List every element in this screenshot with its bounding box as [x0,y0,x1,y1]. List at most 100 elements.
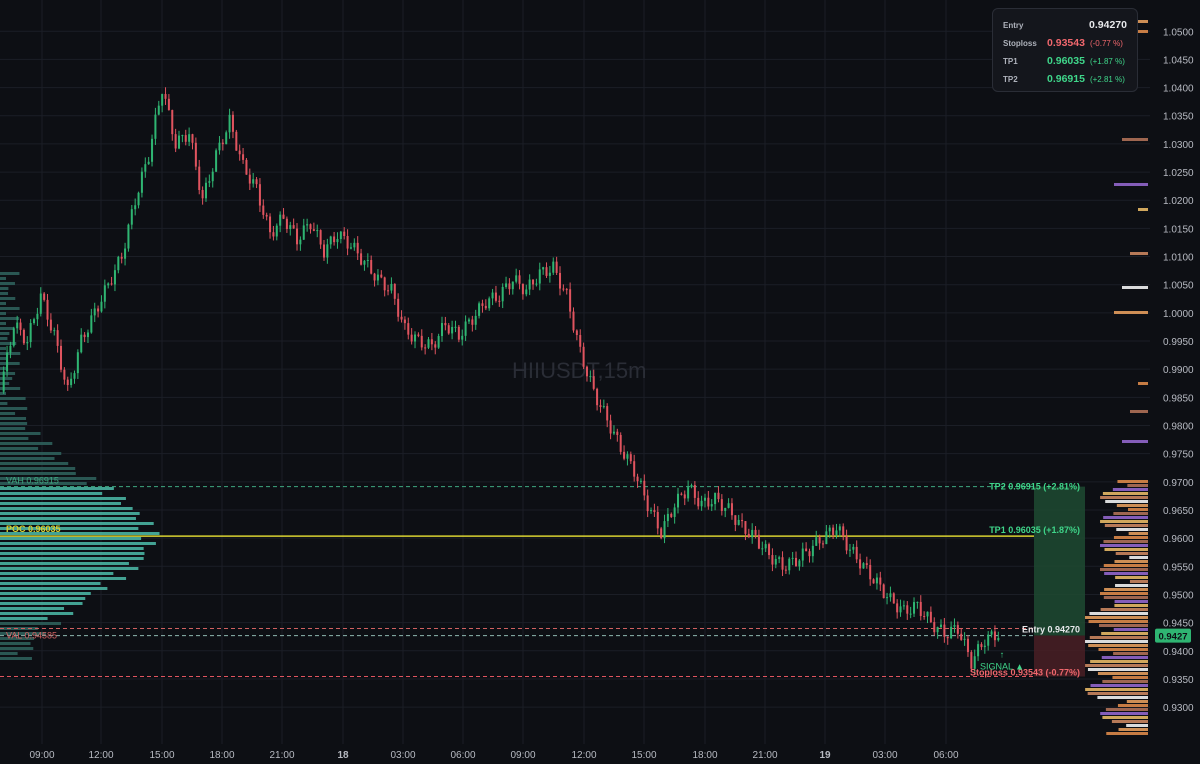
y-tick-label: 0.9350 [1163,675,1194,686]
volume-profile-bar-left [0,652,18,655]
volume-profile-bar-right [1103,540,1148,543]
y-tick-label: 1.0300 [1163,140,1194,151]
candle-body [633,461,636,477]
volume-profile-bar-right [1090,660,1148,663]
volume-profile-bar-left [0,592,91,595]
volume-profile-bar-right [1122,286,1148,289]
candle-body [124,248,127,259]
candle-body [859,559,862,569]
candle-body [177,135,181,149]
x-tick-label: 06:00 [933,750,958,761]
volume-profile-bar-right [1100,608,1148,611]
volume-profile-bar-right [1089,636,1148,639]
volume-profile-bar-right [1129,556,1148,559]
candle-body [275,225,278,237]
candle-body [862,563,865,569]
candle-body [137,192,140,206]
y-tick-label: 0.9900 [1163,365,1194,376]
volume-profile-bar-right [1105,500,1148,503]
x-tick-label: 19 [819,750,831,761]
candle-body [262,205,265,215]
volume-profile-bar-right [1106,732,1148,735]
candle-body [90,315,93,333]
candle-body [680,493,683,495]
x-tick-label: 21:00 [269,750,294,761]
volume-profile-bar-right [1100,712,1148,715]
candle-body [329,236,332,245]
candle-body [835,530,838,535]
candle-body [734,515,737,525]
volume-profile-bar-right [1114,560,1148,563]
candle-body [191,134,194,143]
volume-profile-bar-right [1138,20,1148,23]
current-price-tag [1155,628,1191,643]
candle-body [282,214,285,219]
volume-profile-bar-right [1098,648,1148,651]
candle-body [616,431,619,435]
candle-body [370,260,373,274]
candle-body [774,558,777,565]
candle-body [296,228,299,245]
candle-body [73,373,76,379]
volume-profile-bar-right [1103,516,1148,519]
y-tick-label: 0.9500 [1163,590,1194,601]
candle-body [784,569,787,571]
volume-profile-bar-right [1112,488,1148,491]
candle-body [420,335,423,348]
info-entry-label: Entry [1003,20,1024,30]
candle-body [474,315,477,325]
volume-profile-bar-right [1114,604,1148,607]
candle-body [397,298,400,317]
volume-profile-bar-left [0,282,15,285]
info-tp1-row: TP1 0.96035 (+1.87 %) [1003,52,1127,70]
y-tick-label: 0.9750 [1163,450,1194,461]
tp2-label: TP2 0.96915 (+2.81%) [989,482,1080,492]
candle-body [6,352,9,372]
candle-body [343,231,346,236]
y-tick-label: 1.0050 [1163,281,1194,292]
y-tick-label: 0.9650 [1163,506,1194,517]
y-tick-label: 0.9700 [1163,478,1194,489]
candle-body [218,142,221,151]
candle-body [49,319,52,331]
volume-profile-bar-left [0,577,127,580]
candle-body [151,138,154,162]
candle-body [896,603,899,613]
val-label: VAL 0.94585 [6,631,57,641]
x-tick-label: 06:00 [450,750,475,761]
candle-body [356,242,359,254]
candle-body [83,334,86,338]
candle-body [832,527,835,535]
volume-profile-bar-right [1104,572,1148,575]
volume-profile-bar-right [1100,592,1148,595]
candle-body [12,328,15,346]
volume-profile-bar-left [0,287,9,290]
candle-body [204,182,207,199]
candle-body [589,376,592,378]
candle-body [973,656,976,669]
candle-body [289,225,292,230]
y-tick-label: 0.9400 [1163,647,1194,658]
candle-body [966,638,969,653]
volume-profile-bar-left [0,617,48,620]
candle-body [515,275,518,282]
candle-body [501,286,504,302]
candle-body [936,627,939,633]
volume-profile-bar-right [1104,548,1148,551]
candle-body [987,634,990,646]
candle-body [730,503,733,516]
volume-profile-bar-left [0,302,6,305]
candle-body [46,299,49,320]
candle-body [387,290,390,292]
info-tp2-pct: (+2.81 %) [1089,74,1125,84]
candle-body [579,335,582,347]
volume-profile-bar-right [1102,492,1148,495]
candle-body [494,292,497,301]
candle-body [326,244,329,258]
volume-profile-bar-left [0,337,8,340]
candle-body [754,529,757,535]
x-tick-label: 18:00 [209,750,234,761]
candle-body [821,543,825,545]
